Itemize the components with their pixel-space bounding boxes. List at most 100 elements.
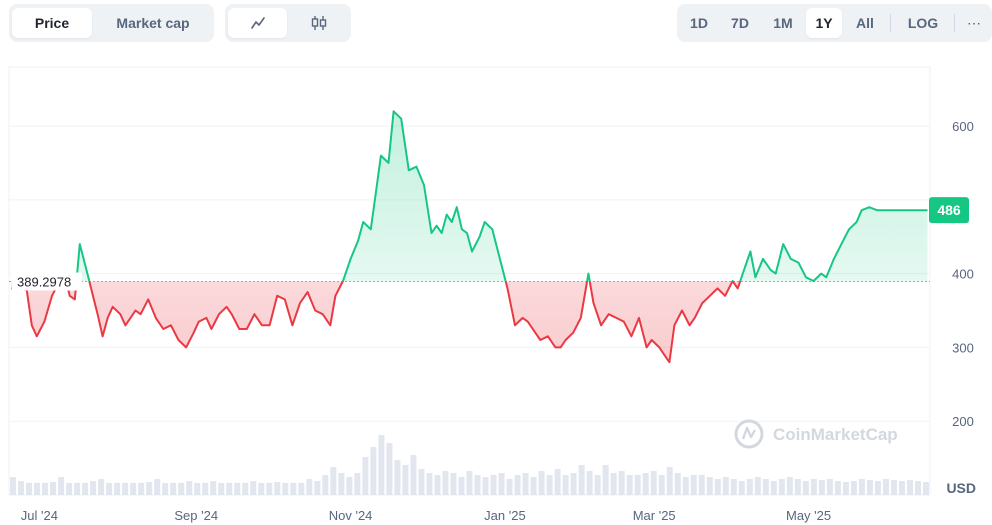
volume-bar <box>394 460 401 495</box>
volume-bar <box>730 479 737 495</box>
volume-bar <box>322 475 329 495</box>
volume-bar <box>466 471 473 495</box>
price-line-up[interactable] <box>12 110 928 362</box>
more-options-button[interactable]: ⋯ <box>967 14 981 31</box>
line-chart-icon <box>250 17 265 29</box>
volume-bar <box>386 443 393 495</box>
volume-bar <box>858 479 865 495</box>
volume-bar <box>802 481 809 495</box>
volume-bar <box>834 481 841 495</box>
volume-bar <box>194 483 201 495</box>
line-chart-button[interactable] <box>228 8 287 38</box>
volume-bar <box>554 469 561 495</box>
volume-bar <box>66 483 73 495</box>
volume-bar <box>42 483 49 495</box>
y-tick-label: 200 <box>952 414 974 429</box>
volume-bar <box>354 473 361 495</box>
volume-bar <box>330 467 337 495</box>
volume-bar <box>370 447 377 495</box>
volume-bar <box>626 475 633 495</box>
volume-bar <box>642 473 649 495</box>
volume-bar <box>778 479 785 495</box>
more-divider <box>954 14 955 32</box>
last-price-value: 486 <box>937 202 961 218</box>
log-scale-button[interactable]: LOG <box>907 15 939 31</box>
volume-bar <box>586 471 593 495</box>
volume-bar <box>458 477 465 495</box>
volume-bar <box>562 475 569 495</box>
volume-bar <box>362 457 369 495</box>
volume-bar <box>450 473 457 495</box>
volume-bar <box>866 480 873 495</box>
volume-bar <box>178 483 185 495</box>
volume-bar <box>698 475 705 495</box>
volume-bar <box>890 480 897 495</box>
volume-bar <box>434 475 441 495</box>
x-tick-label: Mar '25 <box>633 508 676 523</box>
volume-bar <box>490 475 497 495</box>
range-7d-button[interactable]: 7D <box>731 15 749 31</box>
volume-bar <box>794 479 801 495</box>
y-tick-label: 600 <box>952 119 974 134</box>
price-tab[interactable]: Price <box>12 8 92 38</box>
volume-bar <box>898 481 905 495</box>
volume-bar <box>850 481 857 495</box>
volume-bar <box>618 471 625 495</box>
candlestick-button[interactable] <box>289 8 348 38</box>
volume-bar <box>906 480 913 495</box>
volume-bar <box>378 435 385 495</box>
x-tick-label: Jul '24 <box>21 508 58 523</box>
volume-bar <box>634 475 641 495</box>
volume-bar <box>474 475 481 495</box>
volume-bar <box>658 475 665 495</box>
volume-bar <box>290 483 297 495</box>
volume-bar <box>874 481 881 495</box>
chart-type-toggle <box>225 4 351 42</box>
volume-bar <box>18 481 25 495</box>
x-tick-label: Sep '24 <box>174 508 218 523</box>
volume-bar <box>650 471 657 495</box>
market-cap-tab[interactable]: Market cap <box>116 15 190 31</box>
baseline-value: 389.2978 <box>17 275 71 290</box>
area-below-baseline <box>11 281 741 363</box>
range-all-button[interactable]: All <box>856 15 874 31</box>
range-1m-button[interactable]: 1M <box>773 15 793 31</box>
volume-bar <box>34 483 41 495</box>
volume-bar <box>722 477 729 495</box>
volume-bar <box>298 483 305 495</box>
volume-bar <box>914 481 921 495</box>
volume-bar <box>274 482 281 495</box>
metric-toggle: Price Market cap <box>9 4 214 42</box>
volume-bar <box>218 483 225 495</box>
volume-bar <box>234 483 241 495</box>
range-1y-button[interactable]: 1Y <box>806 8 842 38</box>
volume-bar <box>442 471 449 495</box>
volume-bar <box>250 481 257 495</box>
baseline-label-bg <box>12 272 82 291</box>
volume-bar <box>426 473 433 495</box>
volume-bar <box>162 483 169 495</box>
last-price-badge-bg <box>929 197 969 224</box>
volume-bar <box>754 477 761 495</box>
volume-bar <box>810 479 817 495</box>
x-tick-label: Jan '25 <box>484 508 526 523</box>
range-1d-button[interactable]: 1D <box>690 15 708 31</box>
volume-bar <box>58 477 65 495</box>
coinmarketcap-logo-icon <box>734 419 764 449</box>
volume-bar <box>74 483 81 495</box>
volume-bar <box>706 477 713 495</box>
currency-label: USD <box>946 480 976 496</box>
volume-bar <box>522 473 529 495</box>
volume-bar <box>146 482 153 495</box>
volume-bar <box>130 483 137 495</box>
range-toggle: 1D 7D 1M 1Y All LOG ⋯ <box>677 4 992 42</box>
volume-bar <box>202 483 209 495</box>
volume-bar <box>266 483 273 495</box>
volume-bar <box>338 473 345 495</box>
volume-bar <box>514 475 521 495</box>
price-line-down[interactable] <box>11 111 928 364</box>
volume-bar <box>482 477 489 495</box>
range-divider <box>890 14 891 32</box>
volume-bar <box>346 477 353 495</box>
